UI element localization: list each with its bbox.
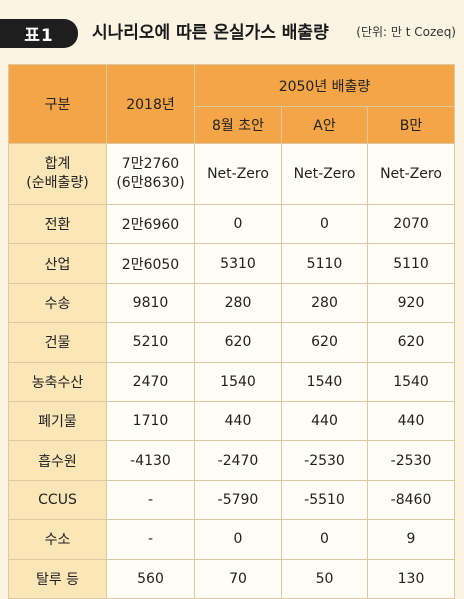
cell-a: Net-Zero: [281, 143, 368, 205]
table-row: 산업 2만6050 5310 5110 5110: [8, 243, 456, 284]
row-label: 산업: [8, 243, 107, 284]
cell-a: 50: [281, 558, 368, 599]
cell-a: 620: [281, 322, 368, 363]
cell-line: (6만8630): [116, 175, 185, 191]
cell-a: -5510: [281, 479, 368, 521]
row-label: 전환: [8, 203, 107, 245]
column-header-category: 구분: [8, 64, 107, 144]
column-header-b: B만: [366, 106, 456, 144]
table-row: 농축수산 2470 1540 1540 1540: [8, 361, 456, 402]
row-label: 수송: [8, 282, 107, 324]
column-header-draft: 8월 초안: [194, 106, 282, 144]
figure-title: 시나리오에 따른 온실가스 배출량: [92, 23, 329, 43]
cell-b: 1540: [366, 361, 456, 402]
cell-a: 280: [281, 282, 368, 324]
cell-draft: 1540: [194, 361, 282, 402]
unit-note: (단위: 만 t Cozeq): [356, 25, 456, 39]
cell-2018: -: [106, 479, 195, 521]
cell-draft: 620: [194, 322, 282, 363]
cell-a: 0: [281, 519, 368, 560]
cell-a: 0: [281, 203, 368, 245]
row-label: 건물: [8, 322, 107, 363]
cell-b: 9: [366, 519, 456, 560]
row-label: 농축수산: [8, 361, 107, 402]
row-label-line: 합계: [44, 156, 71, 172]
cell-b: -2530: [366, 440, 456, 481]
column-header-2050-group: 2050년 배출량: [193, 64, 456, 107]
table-row: 건물 5210 620 620 620: [8, 322, 456, 363]
cell-2018: -: [106, 519, 195, 560]
table-row: CCUS - -5790 -5510 -8460: [8, 479, 456, 521]
table-row: 수송 9810 280 280 920: [8, 282, 456, 324]
cell-a: -2530: [281, 440, 368, 481]
row-label: 폐기물: [8, 400, 107, 442]
cell-a: 1540: [281, 361, 368, 402]
cell-draft: -5790: [194, 479, 282, 521]
cell-draft: 440: [194, 400, 282, 442]
row-label: CCUS: [8, 479, 107, 521]
emissions-table: 구분 2018년 2050년 배출량 8월 초안 A안 B만 합계 (순배출량)…: [8, 64, 456, 599]
cell-2018: 2만6050: [106, 243, 195, 284]
table-row: 수소 - 0 0 9: [8, 519, 456, 560]
cell-2018: 9810: [106, 282, 195, 324]
row-label: 합계 (순배출량): [8, 143, 107, 205]
cell-b: 130: [366, 558, 456, 599]
table-row: 폐기물 1710 440 440 440: [8, 400, 456, 442]
table-row: 탈루 등 560 70 50 130: [8, 558, 456, 599]
column-header-a: A안: [281, 106, 368, 144]
cell-draft: Net-Zero: [194, 143, 282, 205]
cell-2018: -4130: [106, 440, 195, 481]
cell-draft: 0: [194, 519, 282, 560]
figure-header: 표1 시나리오에 따른 온실가스 배출량 (단위: 만 t Cozeq): [0, 0, 464, 58]
table-number-badge: 표1: [0, 19, 78, 48]
cell-2018: 5210: [106, 322, 195, 363]
cell-b: 920: [366, 282, 456, 324]
cell-draft: -2470: [194, 440, 282, 481]
cell-2018: 2470: [106, 361, 195, 402]
cell-b: 2070: [366, 203, 456, 245]
cell-b: Net-Zero: [366, 143, 456, 205]
cell-draft: 70: [194, 558, 282, 599]
cell-line: 7만2760: [121, 156, 180, 172]
cell-b: 620: [366, 322, 456, 363]
row-label: 흡수원: [8, 440, 107, 481]
cell-2018: 2만6960: [106, 203, 195, 245]
cell-2018: 560: [106, 558, 195, 599]
table-row: 합계 (순배출량) 7만2760 (6만8630) Net-Zero Net-Z…: [8, 143, 456, 205]
column-header-2018: 2018년: [106, 64, 195, 144]
table-row: 흡수원 -4130 -2470 -2530 -2530: [8, 440, 456, 481]
cell-b: -8460: [366, 479, 456, 521]
cell-b: 440: [366, 400, 456, 442]
cell-a: 440: [281, 400, 368, 442]
cell-draft: 5310: [194, 243, 282, 284]
cell-draft: 280: [194, 282, 282, 324]
row-label-line: (순배출량): [26, 175, 89, 191]
cell-a: 5110: [281, 243, 368, 284]
cell-draft: 0: [194, 203, 282, 245]
table-row: 전환 2만6960 0 0 2070: [8, 203, 456, 245]
row-label: 수소: [8, 519, 107, 560]
cell-b: 5110: [366, 243, 456, 284]
cell-2018: 7만2760 (6만8630): [106, 143, 195, 205]
cell-2018: 1710: [106, 400, 195, 442]
row-label: 탈루 등: [8, 558, 107, 599]
